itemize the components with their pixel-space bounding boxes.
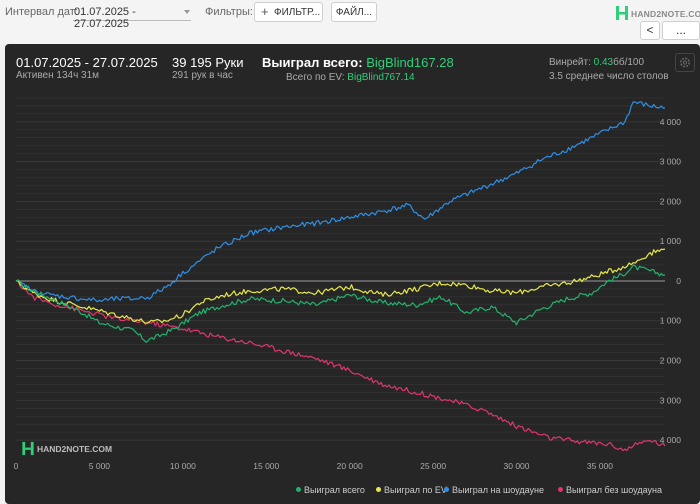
winrate-value: 0.43 xyxy=(593,57,614,68)
legend-dot xyxy=(296,487,301,492)
series-line-ev xyxy=(15,248,666,324)
summary-active-time: Активен 134ч 31м xyxy=(16,70,100,81)
x-tick-label: 0 xyxy=(14,461,19,471)
filter-button[interactable]: + ФИЛЬТР... xyxy=(254,2,323,22)
won-total-value: BigBlind167.28 xyxy=(366,55,454,70)
file-button-label: ФАЙЛ... xyxy=(335,7,373,18)
y-tick-label: 3 000 xyxy=(660,157,682,167)
watermark-text: HAND2NOTE.COM xyxy=(37,444,113,454)
date-interval-label: Интервал дат: xyxy=(5,6,78,18)
series-line-showdown xyxy=(15,101,666,303)
y-tick-label: 2 000 xyxy=(660,356,682,366)
date-interval-value: 01.07.2025 - 27.07.2025 xyxy=(74,6,136,30)
more-icon: ... xyxy=(675,23,686,37)
summary-avg-tables: 3.5 среднее число столов xyxy=(549,71,669,82)
gear-icon xyxy=(680,57,690,68)
date-interval-select[interactable]: 01.07.2025 - 27.07.2025 xyxy=(73,3,191,30)
legend-showdown[interactable]: Выиграл на шоудауне xyxy=(444,485,544,497)
series-line-non_showdown xyxy=(15,279,666,452)
x-tick-label: 25 000 xyxy=(420,461,446,471)
y-tick-label: 1 000 xyxy=(660,236,682,246)
legend-label: Выиграл по EV xyxy=(384,485,447,495)
ev-total-value: BigBlind767.14 xyxy=(347,72,415,83)
x-tick-label: 15 000 xyxy=(253,461,279,471)
x-tick-label: 35 000 xyxy=(587,461,613,471)
ev-total-label: Всего по EV: xyxy=(286,72,345,83)
filter-button-label: ФИЛЬТР... xyxy=(274,7,321,18)
legend-won[interactable]: Выиграл всего xyxy=(296,485,365,497)
settings-button[interactable] xyxy=(675,53,695,72)
x-tick-label: 30 000 xyxy=(504,461,530,471)
y-axis-ticks: 4 000 3 000 2 000 1 000 0 1 000 2 000 3 000 4 00… xyxy=(660,117,682,445)
toolbar: Интервал дат: 01.07.2025 - 27.07.2025 Фи… xyxy=(0,0,700,44)
summary-winrate: Винрейт: 0.43бб/100 xyxy=(549,57,644,68)
grid-lines xyxy=(16,97,665,441)
won-total-label: Выиграл всего: xyxy=(262,55,363,70)
y-tick-label: 0 xyxy=(676,276,681,286)
y-tick-label: 4 000 xyxy=(660,117,682,127)
logo-icon xyxy=(616,6,628,20)
summary-hands: 39 195 Руки xyxy=(172,55,244,70)
winrate-suffix: бб/100 xyxy=(613,57,645,68)
summary-hands-per-hour: 291 рук в час xyxy=(172,70,233,81)
winrate-label: Винрейт: xyxy=(549,57,591,68)
legend-dot xyxy=(558,487,563,492)
summary-date-range: 01.07.2025 - 27.07.2025 xyxy=(16,55,158,70)
y-tick-label: 1 000 xyxy=(660,316,682,326)
legend-label: Выиграл без шоудауна xyxy=(566,485,662,495)
legend-dot xyxy=(376,487,381,492)
watermark-logo-icon xyxy=(22,441,34,456)
summary-won-total: Выиграл всего: BigBlind167.28 xyxy=(262,55,454,70)
x-tick-label: 5 000 xyxy=(89,461,111,471)
legend-ev[interactable]: Выиграл по EV xyxy=(376,485,447,497)
x-tick-label: 10 000 xyxy=(170,461,196,471)
graph-panel xyxy=(5,44,700,504)
summary-ev-total: Всего по EV: BigBlind767.14 xyxy=(286,72,415,83)
series-lines xyxy=(15,101,666,452)
y-tick-label: 2 000 xyxy=(660,196,682,206)
chevron-left-icon: < xyxy=(646,23,654,37)
prev-button[interactable]: < xyxy=(640,21,660,40)
plus-icon: + xyxy=(261,4,269,19)
file-button[interactable]: ФАЙЛ... xyxy=(331,2,377,22)
x-axis-ticks: 0 5 000 10 000 15 000 20 000 25 000 30 000 35 0… xyxy=(14,461,614,471)
legend-non-showdown[interactable]: Выиграл без шоудауна xyxy=(558,485,662,497)
logo-text: HAND2NOTE.COM xyxy=(631,9,700,19)
x-tick-label: 20 000 xyxy=(337,461,363,471)
y-tick-label: 4 000 xyxy=(660,435,682,445)
legend-dot xyxy=(444,487,449,492)
chevron-down-icon xyxy=(184,10,190,14)
y-tick-label: 3 000 xyxy=(660,395,682,405)
filters-label: Фильтры: xyxy=(205,6,253,18)
legend-label: Выиграл всего xyxy=(304,485,365,495)
series-line-won xyxy=(15,264,666,343)
legend-label: Выиграл на шоудауне xyxy=(452,485,544,495)
